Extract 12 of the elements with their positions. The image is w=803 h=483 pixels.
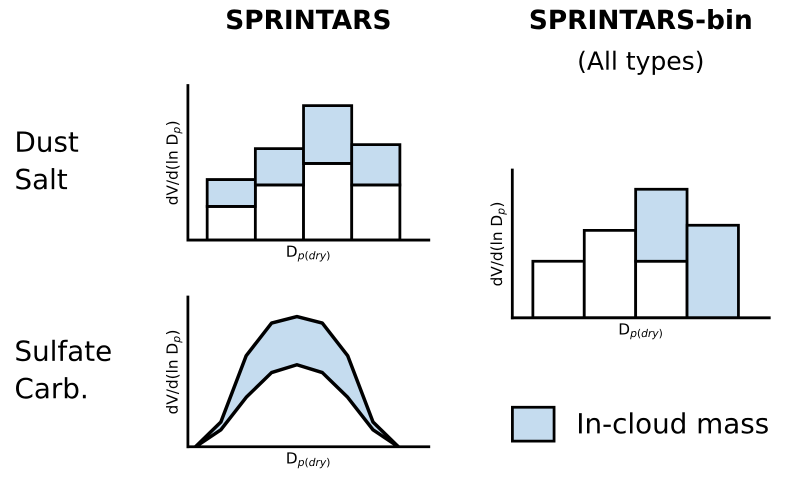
chart-title: SPRINTARS (227, 9, 390, 30)
legend-label: In-cloud mass (579, 412, 768, 434)
text: Dust Salt (16, 131, 78, 190)
y-axis-title: dV/d(ln D$_{p}$) (490, 202, 507, 286)
chart-subtitle: (All types) (579, 50, 702, 75)
text: Sulfate Carb. (16, 340, 111, 399)
y-axis-title: dV/d(ln D$_{p}$) (166, 330, 182, 414)
x-axis-title: D$_{p(dry)}$ (620, 323, 662, 340)
x-axis-title: D$_{p(dry)}$ (287, 246, 330, 262)
chart-title: SPRINTARS-bin (530, 8, 751, 30)
y-axis-title: dV/d(ln D$_{p}$) (166, 122, 182, 204)
x-axis-title: D$_{p(dry)}$ (287, 452, 330, 468)
